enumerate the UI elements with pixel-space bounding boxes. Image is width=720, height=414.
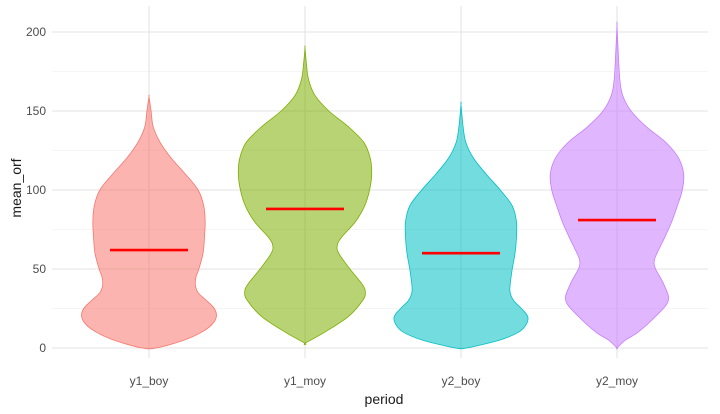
violin-y1_moy [237, 45, 373, 346]
y-tick-label: 200 [26, 25, 46, 39]
x-tick-label: y1_boy [130, 374, 169, 388]
y-tick-label: 50 [33, 262, 47, 276]
y-axis-title: mean_orf [8, 158, 24, 217]
violin-y1_boy [81, 94, 217, 350]
x-axis-title: period [365, 391, 404, 407]
violin-y2_boy [393, 101, 529, 350]
violin-layer [81, 21, 685, 350]
x-tick-label: y1_moy [284, 374, 326, 388]
y-tick-label: 0 [39, 341, 46, 355]
x-tick-label: y2_moy [596, 374, 638, 388]
violin-y2_moy [549, 21, 685, 350]
y-tick-label: 150 [26, 104, 46, 118]
x-tick-label: y2_boy [442, 374, 481, 388]
y-tick-label: 100 [26, 183, 46, 197]
axis-layer: 0 50 100 150 200 y1_boy y1_moy y2_boy y2_moy [26, 25, 638, 388]
